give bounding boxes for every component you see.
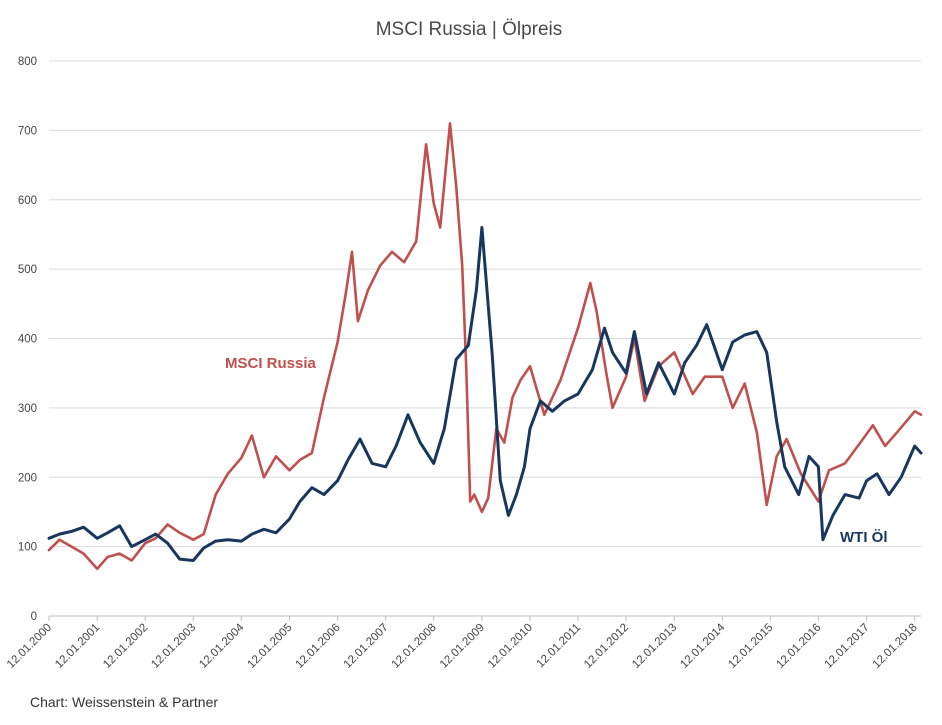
x-tick-label: 12.01.2014 <box>678 621 728 671</box>
y-tick-label: 500 <box>18 264 37 276</box>
x-tick-label: 12.01.2017 <box>823 622 872 671</box>
x-tick-label: 12.01.2018 <box>871 622 920 671</box>
x-tick-label: 12.01.2009 <box>438 622 487 671</box>
series-line-msci-russia <box>47 122 923 571</box>
x-tick-label: 12.01.2003 <box>149 622 198 671</box>
series-line-wti-oil <box>47 226 923 562</box>
chart-source-note: Chart: Weissenstein & Partner <box>30 694 219 710</box>
x-tick-label: 12.01.2010 <box>486 622 535 671</box>
y-tick-label: 800 <box>18 56 37 68</box>
series-label-wti-oil: WTI Öl <box>840 529 888 546</box>
series-lines <box>47 122 923 571</box>
x-tick-label: 12.01.2008 <box>390 622 439 671</box>
x-axis-ticks: 12.01.2000 12.01.200112.01.200212.01.2003… <box>5 616 920 671</box>
y-tick-label: 100 <box>18 542 37 554</box>
x-tick-label: 12.01.2013 <box>630 622 679 671</box>
x-tick-label: 12.01.2001 <box>53 622 102 671</box>
x-tick-label: 12.01.2016 <box>774 622 823 671</box>
y-tick-label: 200 <box>18 472 37 484</box>
y-tick-label: 300 <box>18 403 37 415</box>
x-tick-label: 12.01.2007 <box>342 622 391 671</box>
y-tick-label: 600 <box>18 195 37 207</box>
x-tick-label: 12.01.2012 <box>582 622 631 671</box>
chart-title: MSCI Russia | Ölpreis <box>375 19 563 40</box>
y-axis-ticks: 0 100 200 300 400 500 600 700 800 <box>18 56 37 623</box>
x-tick-label: 12.01.2015 <box>726 622 775 671</box>
x-tick-label: 12.01.2002 <box>101 622 150 671</box>
x-tick-label: 12.01.2011 <box>535 622 584 671</box>
y-tick-label: 0 <box>31 611 37 623</box>
series-label-msci-russia: MSCI Russia <box>225 355 317 372</box>
y-tick-label: 400 <box>18 334 37 346</box>
x-tick-label: 12.01.2005 <box>245 622 294 671</box>
x-tick-label: 12.01.2004 <box>197 621 247 671</box>
x-tick-label: 12.01.2006 <box>294 622 343 671</box>
x-tick-label: 12.01.2000 <box>5 622 54 671</box>
y-tick-label: 700 <box>18 125 37 137</box>
